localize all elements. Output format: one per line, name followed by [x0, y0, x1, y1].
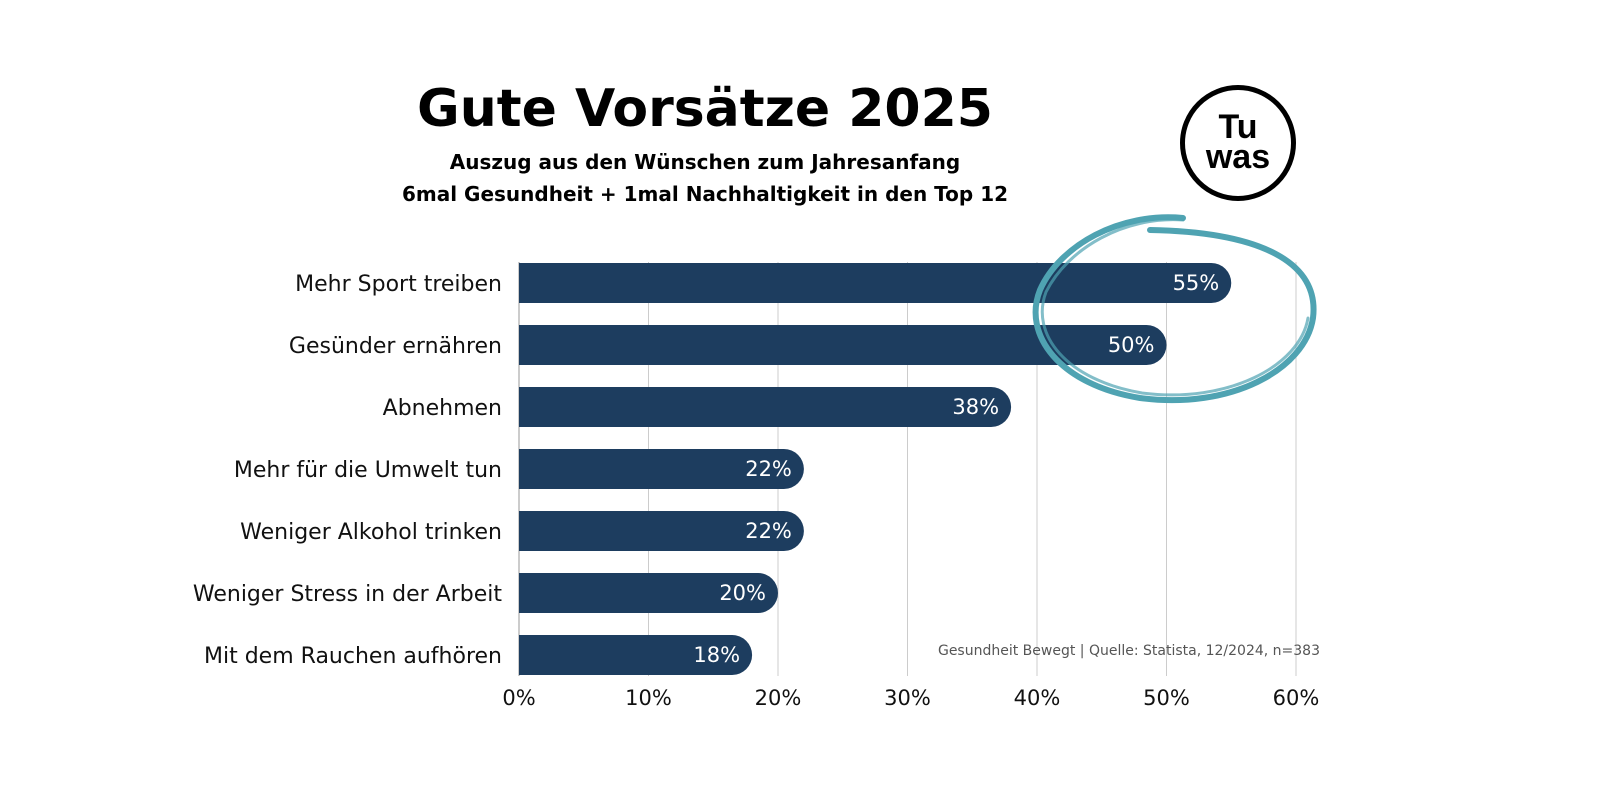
bar-value-label-1: 50% — [1108, 333, 1155, 357]
bar-value-label-2: 38% — [952, 395, 999, 419]
logo-text-line-2: was — [1205, 138, 1271, 176]
highlight-annotation — [1032, 214, 1317, 404]
bar-4 — [519, 511, 804, 551]
x-tick-label-60: 60% — [1273, 686, 1320, 710]
category-label-0: Mehr Sport treiben — [295, 272, 502, 297]
bar-value-label-6: 18% — [693, 643, 740, 667]
x-tick-label-0: 0% — [502, 686, 535, 710]
category-label-1: Gesünder ernähren — [289, 334, 502, 359]
bar-6 — [519, 635, 753, 675]
source-note: Gesundheit Bewegt | Quelle: Statista, 12… — [937, 643, 1320, 659]
bar-value-label-0: 55% — [1173, 271, 1220, 295]
bars: 55% 50% 38% 22% 22% 20% 18% — [519, 263, 1232, 675]
bar-5 — [519, 573, 778, 613]
category-label-4: Weniger Alkohol trinken — [240, 520, 502, 545]
bar-2 — [519, 387, 1012, 427]
x-tick-label-30: 30% — [884, 686, 931, 710]
bar-value-label-4: 22% — [745, 519, 792, 543]
chart-subtitle-line-1: Auszug aus den Wünschen zum Jahresanfang — [449, 150, 961, 174]
bar-0 — [519, 263, 1232, 303]
bar-value-label-5: 20% — [719, 581, 766, 605]
x-tick-label-50: 50% — [1143, 686, 1190, 710]
bar-3 — [519, 449, 804, 489]
category-label-5: Weniger Stress in der Arbeit — [193, 582, 502, 607]
category-label-2: Abnehmen — [383, 396, 502, 421]
chart-subtitle-line-2: 6mal Gesundheit + 1mal Nachhaltigkeit in… — [401, 182, 1009, 206]
highlight-circle — [1032, 214, 1317, 404]
x-tick-label-20: 20% — [755, 686, 802, 710]
category-labels: Mehr Sport treiben Gesünder ernähren Abneh… — [193, 272, 502, 669]
tu-was-logo: Tu was — [1180, 85, 1296, 201]
category-label-3: Mehr für die Umwelt tun — [234, 458, 502, 483]
logo-text-line-1: Tu — [1218, 108, 1258, 146]
chart-title: Gute Vorsätze 2025 — [417, 79, 993, 139]
x-axis-ticks: 0% 10% 20% 30% 40% 50% 60% — [502, 686, 1319, 710]
x-tick-label-10: 10% — [625, 686, 672, 710]
category-label-6: Mit dem Rauchen aufhören — [204, 644, 502, 669]
highlight-circle-stroke-2 — [1040, 218, 1310, 397]
bar-1 — [519, 325, 1167, 365]
x-tick-label-40: 40% — [1014, 686, 1061, 710]
bar-value-label-3: 22% — [745, 457, 792, 481]
